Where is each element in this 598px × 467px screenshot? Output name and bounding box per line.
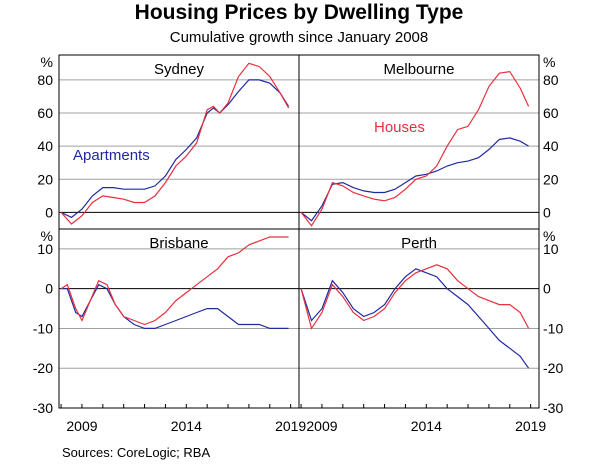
- chart-subtitle: Cumulative growth since January 2008: [169, 29, 429, 46]
- x-tick-label: 2014: [411, 418, 442, 434]
- y-tick-label: 0: [543, 281, 551, 297]
- brisbane-houses-line: [60, 236, 289, 326]
- x-tick-label: 2014: [171, 418, 202, 434]
- brisbane-apartments-line: [61, 283, 289, 329]
- y-tick-label: -20: [33, 360, 53, 376]
- apartments-series-label: Apartments: [73, 147, 150, 164]
- melbourne-houses-line: [300, 70, 530, 227]
- brisbane-panel-title: Brisbane: [149, 235, 208, 252]
- y-tick-label: 60: [543, 105, 559, 121]
- y-tick-label: 0: [543, 204, 551, 220]
- houses-series-label: Houses: [374, 119, 425, 136]
- sydney-houses-line: [60, 62, 290, 225]
- melbourne-panel-title: Melbourne: [384, 61, 455, 78]
- y-tick-label: 0: [45, 204, 53, 220]
- y-tick-label: -20: [543, 360, 563, 376]
- chart-title: Housing Prices by Dwelling Type: [134, 1, 464, 24]
- y-tick-label: -30: [543, 400, 563, 416]
- y-unit-label: %: [543, 54, 555, 70]
- perth-panel-title: Perth: [401, 235, 437, 252]
- y-tick-label: -10: [543, 320, 563, 336]
- perth-houses-line: [300, 264, 530, 330]
- y-tick-label: -10: [33, 320, 53, 336]
- y-tick-label: 10: [37, 241, 53, 257]
- y-tick-label: 20: [543, 171, 559, 187]
- y-tick-label: 80: [543, 72, 559, 88]
- melbourne-apartments-line: [300, 137, 529, 222]
- y-unit-label: %: [543, 228, 555, 244]
- x-tick-label: 2019: [515, 418, 546, 434]
- x-tick-label: 2009: [306, 418, 337, 434]
- source-note: Sources: CoreLogic; RBA: [62, 445, 211, 460]
- y-tick-label: -30: [33, 400, 53, 416]
- x-tick-label: 2019: [275, 418, 306, 434]
- y-tick-label: 40: [543, 138, 559, 154]
- x-tick-label: 2009: [66, 418, 97, 434]
- sydney-panel-title: Sydney: [154, 61, 205, 78]
- y-tick-label: 60: [37, 105, 53, 121]
- y-unit-label: %: [41, 54, 53, 70]
- perth-apartments-line: [300, 268, 530, 369]
- sydney-apartments-line: [60, 79, 290, 219]
- y-tick-label: 10: [543, 241, 559, 257]
- y-unit-label: %: [41, 228, 53, 244]
- y-tick-label: 80: [37, 72, 53, 88]
- y-tick-label: 40: [37, 138, 53, 154]
- y-tick-label: 0: [45, 281, 53, 297]
- y-tick-label: 20: [37, 171, 53, 187]
